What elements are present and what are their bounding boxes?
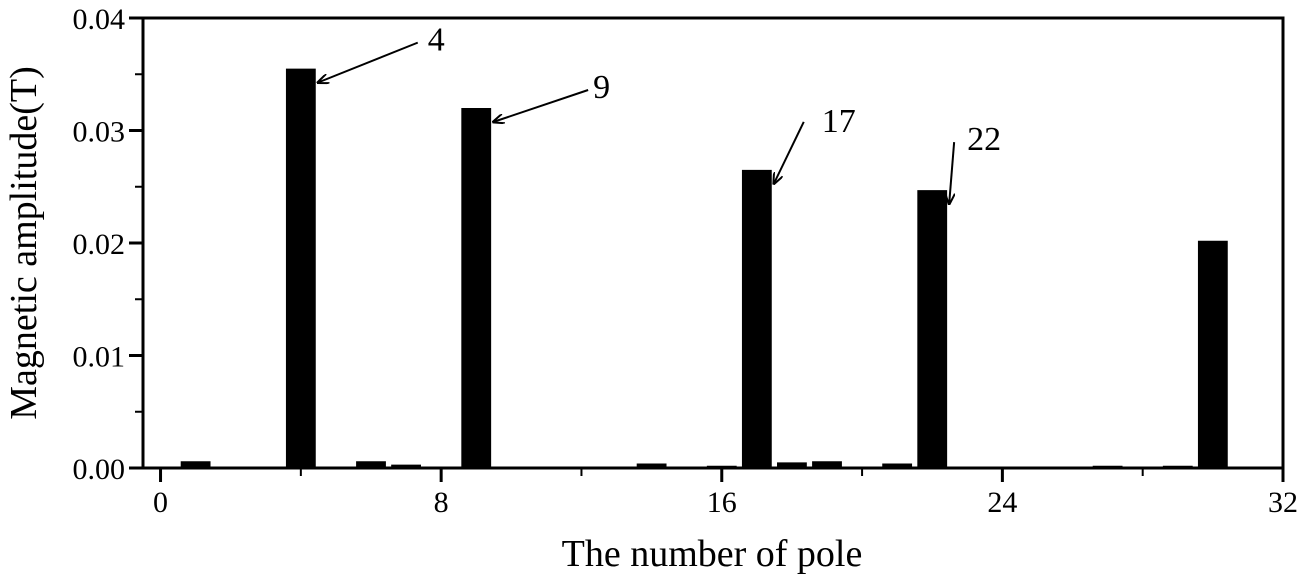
- annotation-arrow: [774, 121, 805, 184]
- bar: [882, 463, 913, 468]
- x-tick-label: 32: [1268, 486, 1298, 519]
- bar: [1197, 240, 1228, 468]
- annotation-arrow: [949, 142, 956, 204]
- bar: [741, 169, 772, 468]
- y-tick-label: 0.03: [73, 116, 126, 149]
- x-tick-label: 16: [707, 486, 737, 519]
- bar: [180, 461, 211, 468]
- annotation-arrow: [318, 41, 419, 83]
- y-tick-label: 0.01: [73, 341, 126, 374]
- y-tick-label: 0.00: [73, 453, 126, 486]
- annotation-label: 4: [428, 22, 445, 59]
- x-tick-label: 24: [987, 486, 1017, 519]
- x-tick-label: 0: [153, 486, 168, 519]
- bar: [391, 464, 421, 468]
- annotation-label: 9: [593, 69, 610, 106]
- bar: [356, 461, 386, 468]
- annotation-label: 22: [967, 121, 1001, 158]
- y-tick-label: 0.02: [73, 228, 126, 261]
- bar: [812, 461, 842, 468]
- bar: [777, 462, 807, 468]
- y-tick-label: 0.04: [73, 3, 126, 36]
- x-axis-label: The number of pole: [562, 533, 863, 575]
- bar: [285, 68, 316, 468]
- bar: [917, 190, 948, 468]
- x-tick-label: 8: [434, 486, 449, 519]
- annotation-label: 17: [822, 103, 856, 140]
- bar: [461, 108, 492, 468]
- bar: [636, 463, 667, 468]
- annotation-arrow: [493, 89, 589, 122]
- y-axis-label: Magnetic amplitude(T): [3, 66, 45, 420]
